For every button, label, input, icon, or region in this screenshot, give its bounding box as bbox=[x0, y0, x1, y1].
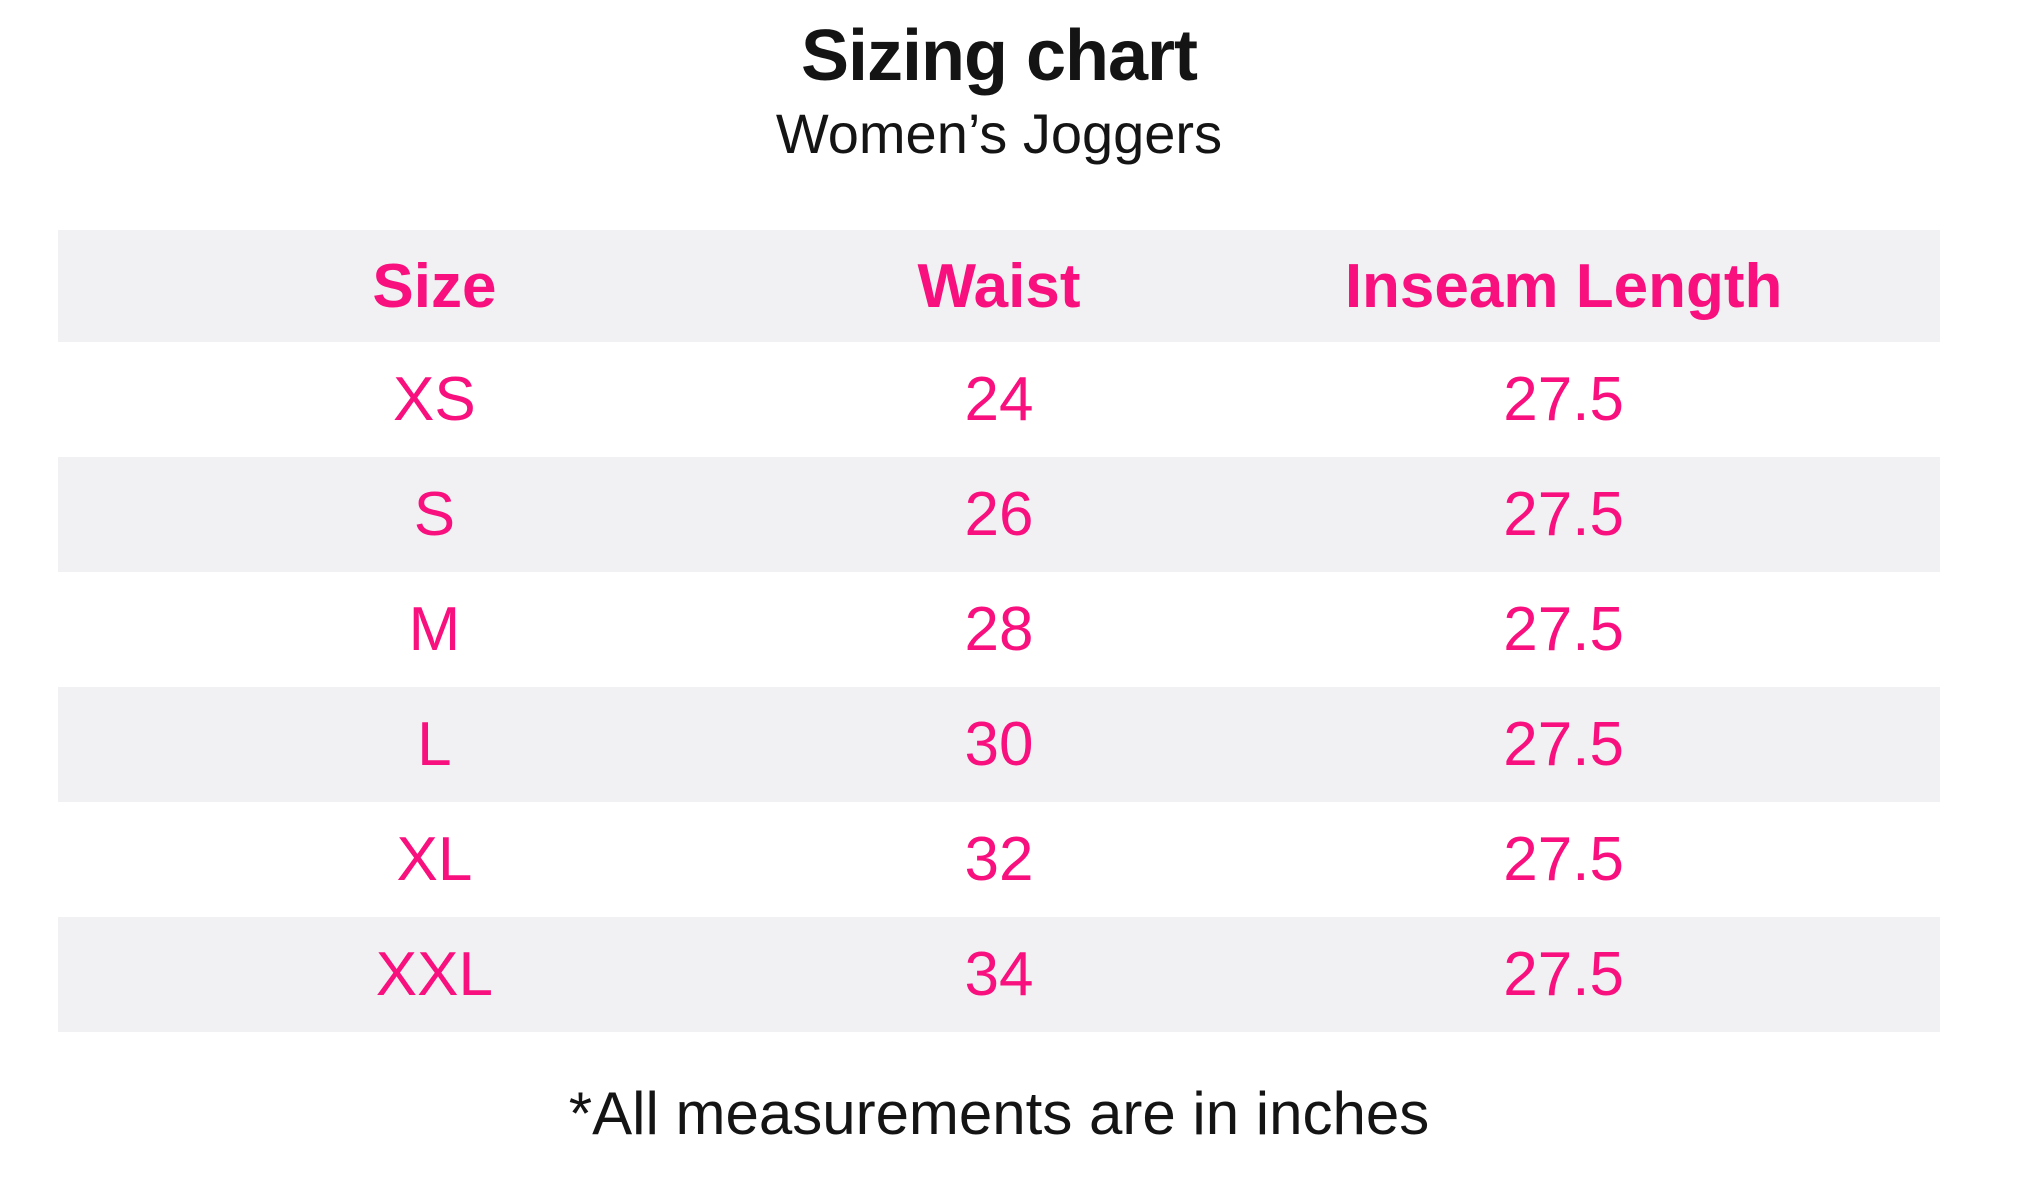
waist-cell: 24 bbox=[964, 365, 1034, 434]
inseam-cell: 27.5 bbox=[1503, 365, 1624, 434]
footnote: *All measurements are in inches bbox=[568, 1080, 1430, 1147]
header-row: Size Waist Inseam Length bbox=[58, 230, 1940, 342]
inseam-cell: 27.5 bbox=[1503, 825, 1624, 894]
table-row: S 26 27.5 bbox=[58, 457, 1940, 572]
waist-cell: 28 bbox=[964, 595, 1034, 664]
size-cell: XS bbox=[393, 365, 476, 434]
sizing-table-container: Size Waist Inseam Length XS 24 27.5 S 26… bbox=[58, 230, 1940, 1032]
waist-cell: 32 bbox=[964, 825, 1034, 894]
sizing-table: Size Waist Inseam Length XS 24 27.5 S 26… bbox=[58, 230, 1940, 1032]
inseam-cell: 27.5 bbox=[1503, 595, 1624, 664]
inseam-cell: 27.5 bbox=[1503, 480, 1624, 549]
page-subtitle: Women’s Joggers bbox=[775, 102, 1223, 165]
table-row: L 30 27.5 bbox=[58, 687, 1940, 802]
table-row: XXL 34 27.5 bbox=[58, 917, 1940, 1032]
waist-cell: 26 bbox=[964, 480, 1034, 549]
inseam-cell: 27.5 bbox=[1503, 710, 1624, 779]
inseam-cell: 27.5 bbox=[1503, 940, 1624, 1009]
col-header-waist: Waist bbox=[917, 251, 1081, 321]
table-row: M 28 27.5 bbox=[58, 572, 1940, 687]
table-row: XL 32 27.5 bbox=[58, 802, 1940, 917]
content-column: Sizing chart Women’s Joggers Size Waist … bbox=[0, 14, 2033, 1150]
col-header-size: Size bbox=[372, 251, 497, 321]
size-cell: M bbox=[408, 595, 461, 664]
col-header-inseam: Inseam Length bbox=[1344, 251, 1783, 321]
size-cell: XXL bbox=[375, 940, 493, 1009]
waist-cell: 30 bbox=[964, 710, 1034, 779]
waist-cell: 34 bbox=[964, 940, 1034, 1009]
page-title: Sizing chart bbox=[800, 16, 1198, 96]
size-cell: L bbox=[417, 710, 452, 779]
table-row: XS 24 27.5 bbox=[58, 342, 1940, 457]
size-cell: S bbox=[413, 480, 456, 549]
size-cell: XL bbox=[396, 825, 473, 894]
